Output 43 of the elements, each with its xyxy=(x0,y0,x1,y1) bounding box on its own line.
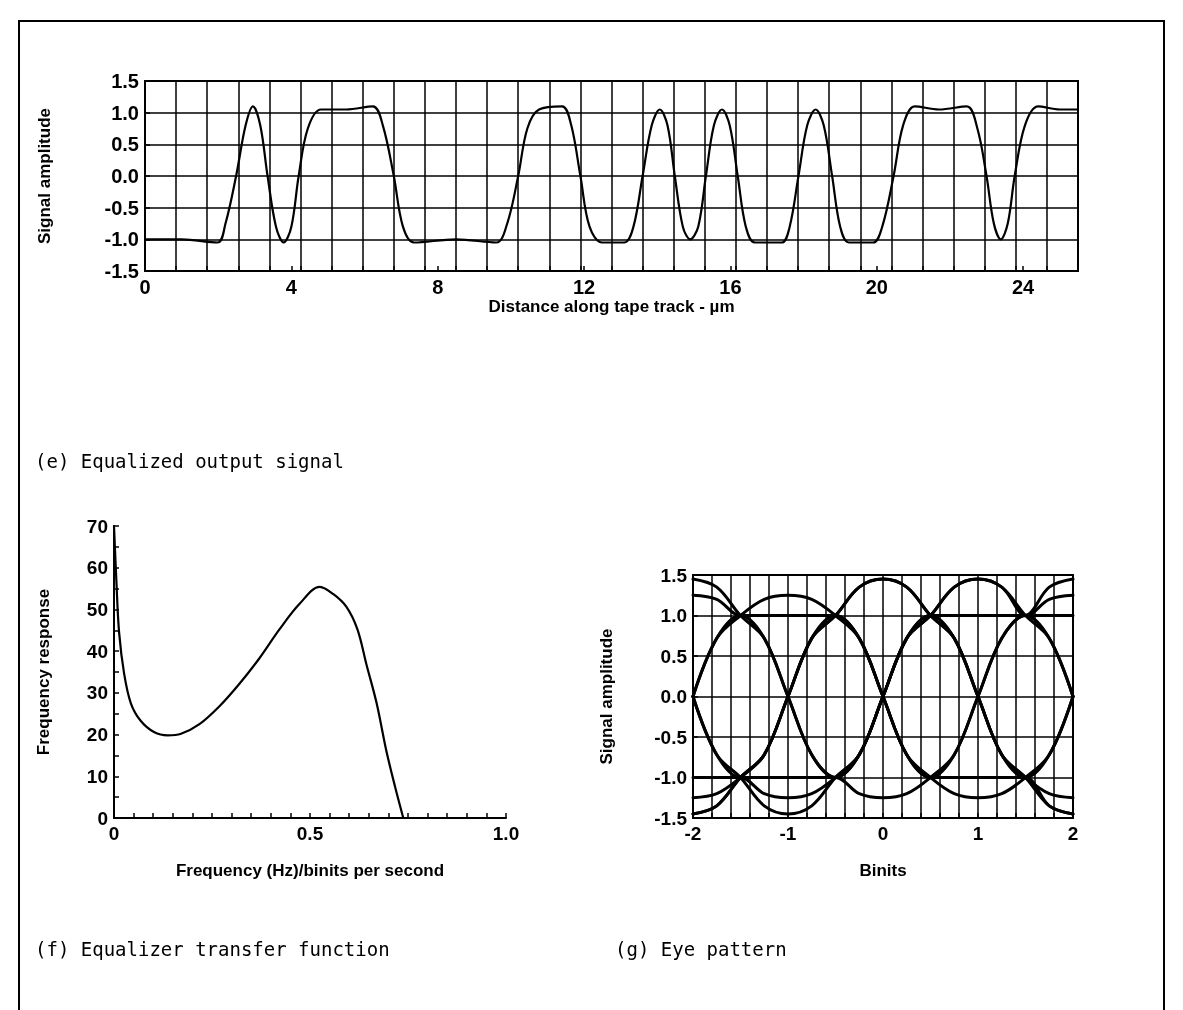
y-tick-label: 0.0 xyxy=(111,165,139,187)
y-tick-label: -0.5 xyxy=(104,196,139,219)
y-tick-label: 40 xyxy=(86,640,108,662)
x-tick-label: 20 xyxy=(865,276,888,298)
y-tick-label: -1.5 xyxy=(104,260,139,282)
x-tick-label: 12 xyxy=(572,276,596,298)
x-axis-title: Distance along tape track - µm xyxy=(488,296,735,316)
x-tick-label: 0.5 xyxy=(296,823,324,844)
y-tick-label: -1.0 xyxy=(654,767,687,788)
y-axis-title: Frequency response xyxy=(34,588,53,756)
y-tick-label: 0.5 xyxy=(660,645,688,667)
y-tick-label: 0 xyxy=(97,807,108,829)
text: (f) Equalizer transfer function xyxy=(35,938,390,960)
y-tick-label: 1.5 xyxy=(660,564,688,586)
y-tick-label: -1.5 xyxy=(654,807,688,829)
x-tick-label: 0 xyxy=(877,823,889,844)
y-tick-label: 0.5 xyxy=(111,133,139,156)
x-tick-label: 1.0 xyxy=(492,823,520,844)
text: (g) Eye pattern xyxy=(615,938,787,960)
y-tick-label: 0.0 xyxy=(660,686,687,707)
x-tick-label: 24 xyxy=(1011,276,1036,298)
x-tick-label: 4 xyxy=(285,276,298,298)
y-tick-label: 70 xyxy=(86,515,108,537)
x-axis-title: Binits xyxy=(859,861,907,880)
y-tick-label: 1.0 xyxy=(111,101,139,124)
y-tick-label: 60 xyxy=(86,557,108,579)
y-tick-label: 50 xyxy=(86,598,108,620)
y-tick-label: 1.0 xyxy=(660,605,687,626)
x-tick-label: 1 xyxy=(972,823,984,844)
x-tick-label: 2 xyxy=(1067,823,1079,844)
y-tick-label: -0.5 xyxy=(654,726,688,748)
text: (e) Equalized output signal xyxy=(35,450,344,472)
y-tick-label: 30 xyxy=(86,682,108,704)
y-axis-title: Signal amplitude xyxy=(597,628,616,765)
y-tick-label: 1.5 xyxy=(111,70,139,92)
y-tick-label: -1.0 xyxy=(104,228,139,251)
y-tick-label: 10 xyxy=(86,765,108,787)
x-tick-label: 8 xyxy=(432,276,444,298)
x-axis-title: Frequency (Hz)/binits per second xyxy=(175,861,445,880)
x-tick-label: -1 xyxy=(779,823,797,844)
x-tick-label: 16 xyxy=(719,276,742,298)
y-tick-label: 20 xyxy=(86,724,108,746)
y-axis-title: Signal amplitude xyxy=(35,107,54,245)
